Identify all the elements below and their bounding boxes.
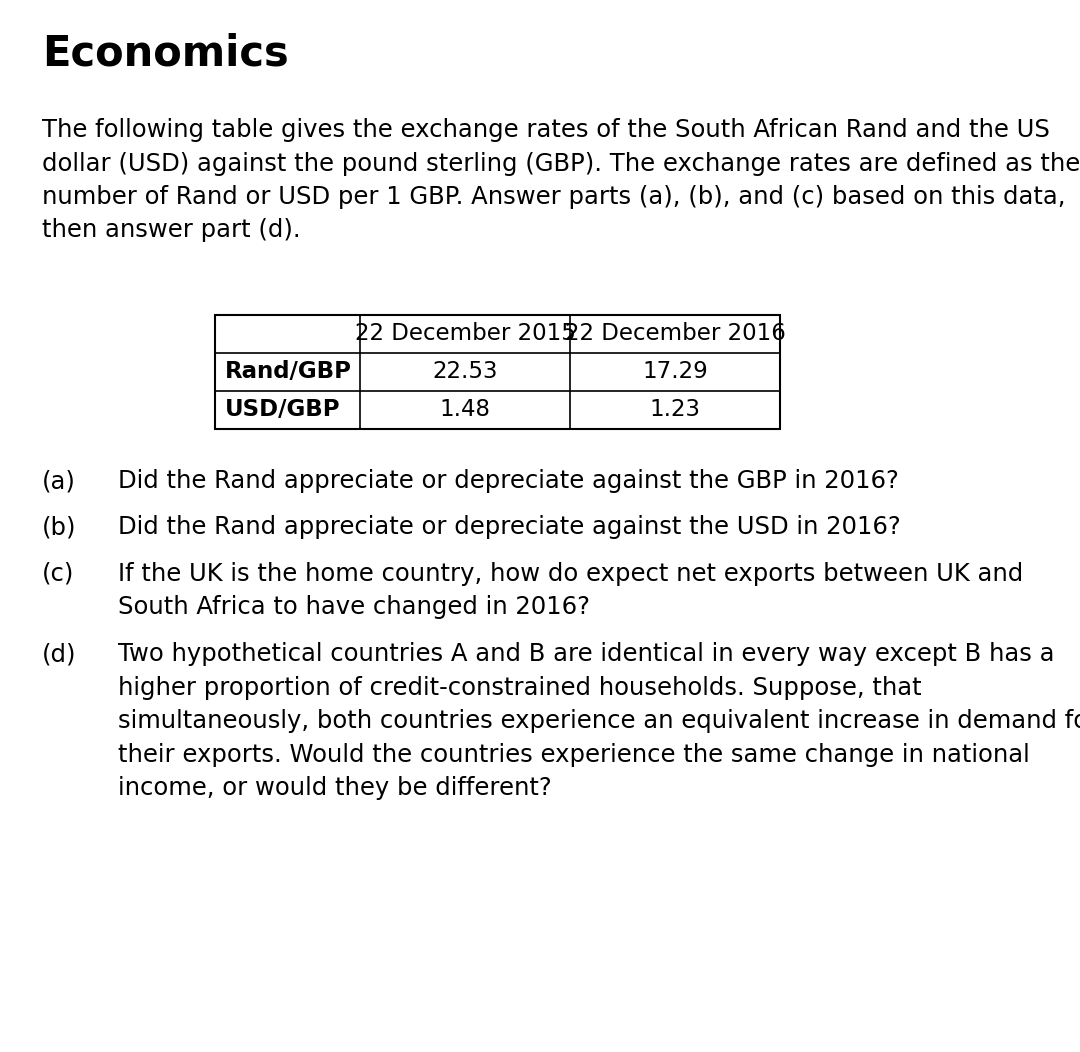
Bar — [215, 315, 780, 429]
Text: 22 December 2016: 22 December 2016 — [565, 323, 785, 345]
Text: Did the Rand appreciate or depreciate against the GBP in 2016?: Did the Rand appreciate or depreciate ag… — [118, 469, 899, 493]
Text: Rand/GBP: Rand/GBP — [225, 361, 352, 384]
Text: USD/GBP: USD/GBP — [225, 399, 340, 422]
Text: 1.48: 1.48 — [440, 399, 490, 422]
Text: (d): (d) — [42, 642, 77, 666]
Text: 17.29: 17.29 — [643, 361, 707, 384]
Text: Did the Rand appreciate or depreciate against the USD in 2016?: Did the Rand appreciate or depreciate ag… — [118, 515, 901, 540]
Text: If the UK is the home country, how do expect net exports between UK and
South Af: If the UK is the home country, how do ex… — [118, 562, 1023, 619]
Text: 22.53: 22.53 — [432, 361, 498, 384]
Text: 22 December 2015: 22 December 2015 — [354, 323, 576, 345]
Text: The following table gives the exchange rates of the South African Rand and the U: The following table gives the exchange r… — [42, 118, 1080, 243]
Text: Economics: Economics — [42, 32, 288, 74]
Text: (c): (c) — [42, 562, 75, 586]
Text: Two hypothetical countries A and B are identical in every way except B has a
hig: Two hypothetical countries A and B are i… — [118, 642, 1080, 800]
Text: (b): (b) — [42, 515, 77, 540]
Text: 1.23: 1.23 — [649, 399, 701, 422]
Text: (a): (a) — [42, 469, 76, 493]
